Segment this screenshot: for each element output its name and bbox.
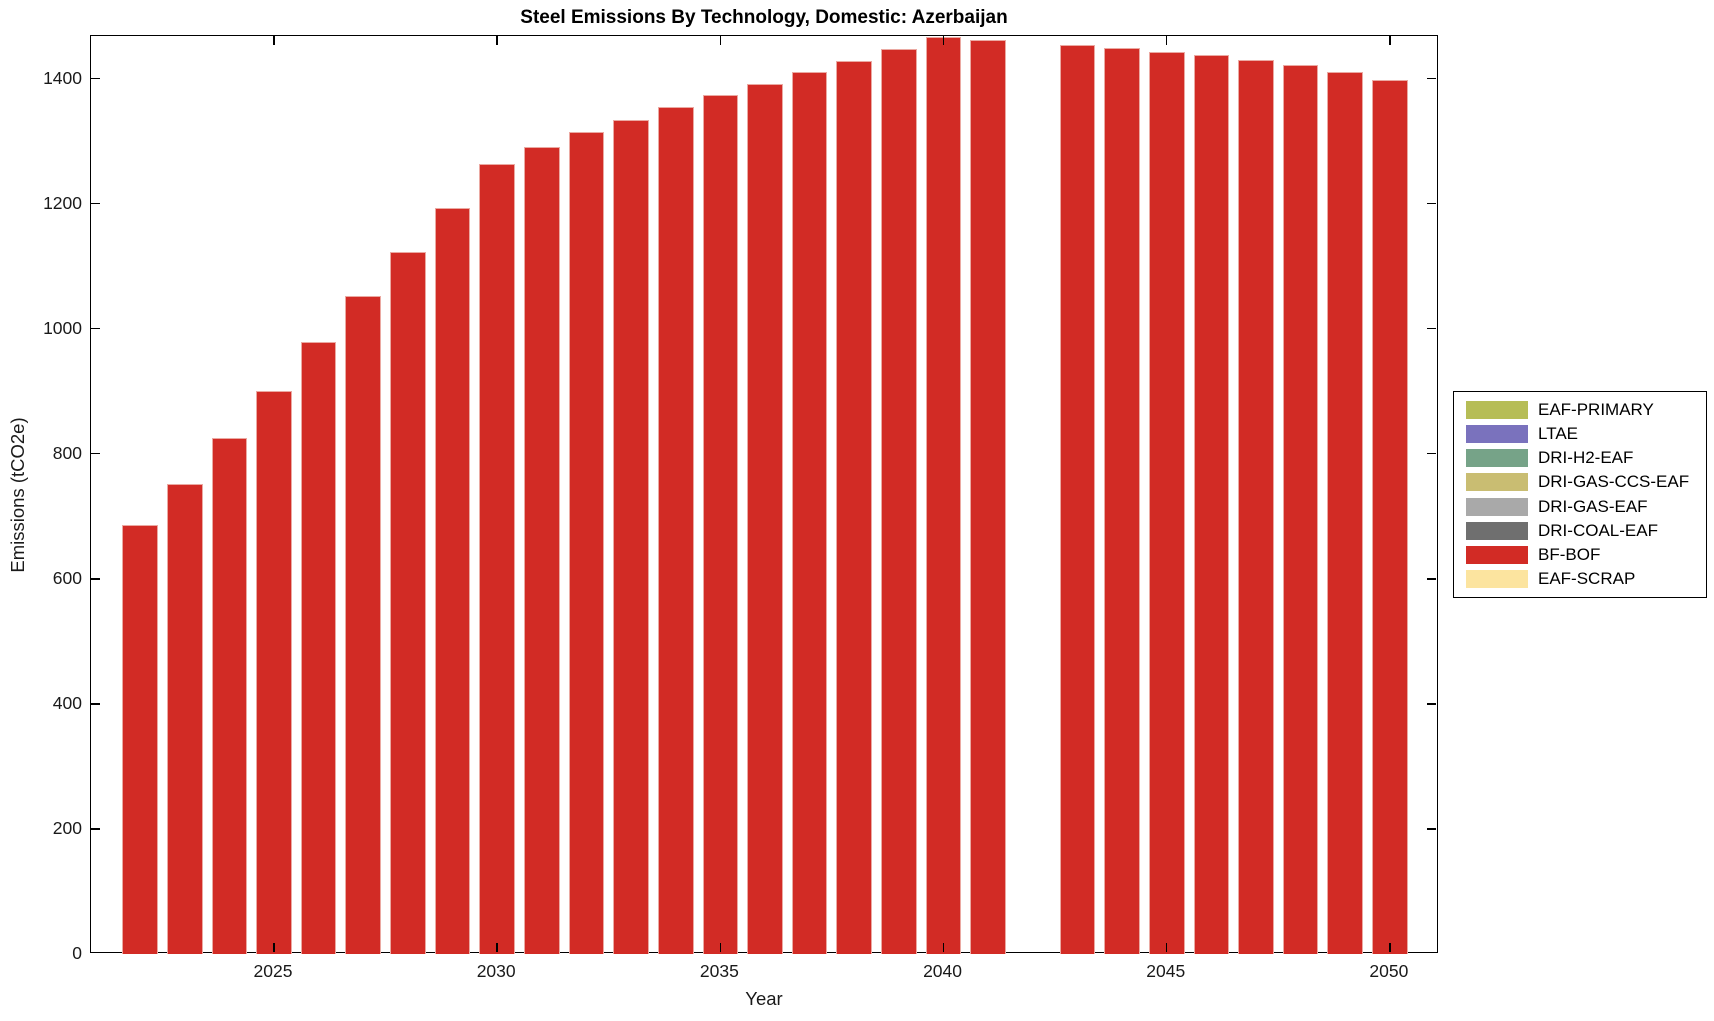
x-tick-bottom-2030 xyxy=(496,943,498,952)
y-tick-left-1200 xyxy=(91,202,100,205)
y-tick-label-400: 400 xyxy=(52,692,82,713)
legend-label-eaf-primary: EAF-PRIMARY xyxy=(1538,400,1654,420)
bar-2023 xyxy=(166,483,203,954)
bar-2029 xyxy=(434,207,471,954)
x-tick-top-2030 xyxy=(496,36,498,45)
bar-2048 xyxy=(1282,65,1319,954)
bar-2050 xyxy=(1372,79,1408,954)
legend-swatch-ltae xyxy=(1466,425,1528,444)
y-tick-label-0: 0 xyxy=(72,943,82,963)
legend-swatch-dri-gas-eaf xyxy=(1466,497,1528,516)
y-tick-right-400 xyxy=(1426,703,1436,705)
x-tick-label-2040: 2040 xyxy=(923,961,962,981)
x-tick-bottom-2045 xyxy=(1165,943,1168,952)
bar-2030 xyxy=(479,163,516,954)
y-tick-right-1400 xyxy=(1426,77,1436,80)
y-tick-label-600: 600 xyxy=(52,567,82,588)
bar-2025 xyxy=(256,390,292,954)
bar-2049 xyxy=(1327,72,1364,954)
x-tick-top-2045 xyxy=(1165,36,1168,45)
bar-2045 xyxy=(1148,51,1185,954)
bar-2041 xyxy=(970,39,1007,954)
x-tick-top-2035 xyxy=(719,36,722,45)
y-tick-label-1400: 1400 xyxy=(43,67,82,88)
bar-2039 xyxy=(881,49,917,954)
legend-item-eaf-scrap: EAF-SCRAP xyxy=(1466,567,1706,591)
legend-label-ltae: LTAE xyxy=(1538,424,1578,444)
y-tick-right-600 xyxy=(1426,578,1436,580)
bar-2036 xyxy=(747,83,783,954)
y-tick-label-200: 200 xyxy=(52,817,82,838)
bar-2031 xyxy=(523,146,560,954)
bar-2044 xyxy=(1104,47,1140,954)
x-tick-bottom-2035 xyxy=(719,943,722,952)
x-tick-bottom-2040 xyxy=(942,943,945,952)
legend-box: EAF-PRIMARY LTAE DRI-H2-EAF DRI-GAS-CCS-EAF… xyxy=(1453,391,1707,598)
legend-label-dri-gas-eaf: DRI-GAS-EAF xyxy=(1538,496,1648,516)
legend-swatch-eaf-scrap xyxy=(1466,569,1528,588)
y-tick-left-400 xyxy=(91,703,100,705)
bar-2033 xyxy=(613,119,649,954)
legend-item-ltae: LTAE xyxy=(1466,422,1706,446)
bar-2034 xyxy=(657,107,694,954)
legend-swatch-bf-bof xyxy=(1466,545,1528,564)
bar-2046 xyxy=(1193,54,1230,954)
y-tick-right-1000 xyxy=(1426,327,1436,330)
y-tick-left-200 xyxy=(91,828,100,830)
y-tick-label-800: 800 xyxy=(52,442,82,463)
legend-label-dri-coal-eaf: DRI-COAL-EAF xyxy=(1538,520,1658,540)
x-tick-label-2025: 2025 xyxy=(253,961,293,981)
x-tick-label-2035: 2035 xyxy=(699,961,739,981)
x-tick-top-2025 xyxy=(273,36,275,45)
y-tick-label-1200: 1200 xyxy=(43,192,82,213)
bar-2027 xyxy=(345,296,382,954)
y-axis-label: Emissions (tCO2e) xyxy=(7,417,28,573)
y-tick-right-1200 xyxy=(1426,202,1436,205)
legend-item-eaf-primary: EAF-PRIMARY xyxy=(1466,398,1706,422)
y-tick-left-1000 xyxy=(91,327,100,330)
legend-item-dri-h2-eaf: DRI-H2-EAF xyxy=(1466,446,1706,470)
bar-2047 xyxy=(1238,60,1274,954)
y-tick-label-1000: 1000 xyxy=(43,317,82,338)
bar-2035 xyxy=(702,94,739,954)
bar-2028 xyxy=(390,252,426,954)
bar-2022 xyxy=(122,525,158,954)
legend-label-eaf-scrap: EAF-SCRAP xyxy=(1538,568,1636,588)
legend-swatch-dri-h2-eaf xyxy=(1466,449,1528,468)
y-tick-right-800 xyxy=(1426,452,1436,455)
legend-swatch-dri-coal-eaf xyxy=(1466,521,1528,540)
x-tick-label-2030: 2030 xyxy=(476,961,516,981)
legend-item-dri-coal-eaf: DRI-COAL-EAF xyxy=(1466,519,1706,543)
y-tick-left-800 xyxy=(91,452,100,455)
legend-item-bf-bof: BF-BOF xyxy=(1466,543,1706,567)
bar-2043 xyxy=(1059,44,1096,954)
legend-label-bf-bof: BF-BOF xyxy=(1538,544,1601,564)
legend-swatch-dri-gas-ccs-eaf xyxy=(1466,473,1528,492)
x-tick-label-2050: 2050 xyxy=(1369,961,1409,981)
y-tick-right-200 xyxy=(1426,828,1436,830)
bar-2040 xyxy=(925,37,962,954)
x-tick-label-2045: 2045 xyxy=(1146,961,1186,981)
plot-area xyxy=(90,35,1438,954)
x-axis-label: Year xyxy=(745,988,783,1009)
x-tick-top-2040 xyxy=(942,36,945,45)
x-tick-bottom-2050 xyxy=(1389,943,1391,952)
legend-item-dri-gas-eaf: DRI-GAS-EAF xyxy=(1466,495,1706,519)
x-tick-bottom-2025 xyxy=(273,943,275,952)
chart-title: Steel Emissions By Technology, Domestic:… xyxy=(520,7,1008,28)
y-tick-left-600 xyxy=(91,578,100,580)
legend-swatch-eaf-primary xyxy=(1466,401,1528,420)
bar-2032 xyxy=(568,132,605,954)
bar-2026 xyxy=(300,342,337,954)
legend-item-dri-gas-ccs-eaf: DRI-GAS-CCS-EAF xyxy=(1466,470,1706,494)
bar-2037 xyxy=(791,72,828,954)
x-tick-top-2050 xyxy=(1389,36,1391,45)
y-tick-left-1400 xyxy=(91,77,100,80)
bar-2024 xyxy=(211,438,248,954)
legend-label-dri-h2-eaf: DRI-H2-EAF xyxy=(1538,448,1634,468)
bar-2038 xyxy=(836,61,873,954)
legend-label-dri-gas-ccs-eaf: DRI-GAS-CCS-EAF xyxy=(1538,472,1690,492)
